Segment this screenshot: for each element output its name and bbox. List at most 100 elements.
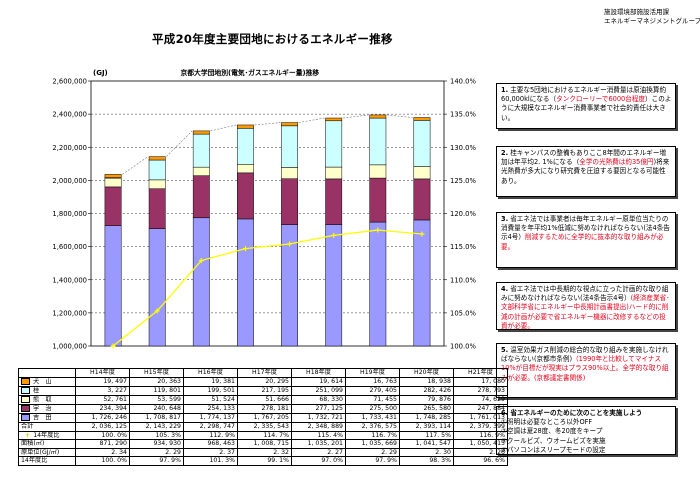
table-row: 吉 田 1, 726, 246 1, 708, 817 1, 774, 137 1, 7… [18, 412, 508, 424]
note-text: ）このように大規模なエネルギー消費事業者で社会的責任は大きい。 [501, 95, 672, 122]
table-row: 合計 2, 036, 125 2, 143, 229 2, 298, 747 2, 33… [18, 422, 508, 432]
table-cell: 99. 1% [237, 456, 292, 467]
row-label: 原単位(GJ/㎡) [18, 447, 76, 458]
y2-tick-label: 115.0% [450, 243, 476, 251]
action-item-lighting: ①照明は必要なところ以外OFF [501, 418, 593, 427]
y-tick-label: 1,000,000 [52, 343, 87, 351]
table-cell: 2. 26 [453, 447, 508, 458]
note-number: 4. [501, 285, 509, 293]
table-cell: 2. 29 [129, 447, 184, 458]
table-row: 面積(㎡) 871, 290 934, 930 968, 463 1, 008, 715… [18, 439, 508, 449]
trend-connector [342, 114, 369, 119]
category-label: H20年度 [399, 368, 454, 378]
table-cell: 277, 125 [291, 403, 346, 414]
table-cell: 275, 500 [345, 403, 400, 414]
table-cell: 114. 7% [237, 430, 292, 441]
bar-segment [148, 228, 166, 347]
table-cell: 217, 195 [237, 385, 292, 396]
category-label: H18年度 [291, 368, 346, 378]
note-number: 2. [501, 149, 509, 157]
y-tick-label: 2,600,000 [52, 78, 87, 86]
table-cell: 254, 133 [183, 403, 238, 414]
table-cell: 79, 876 [399, 394, 454, 405]
table-cell: 117. 5% [399, 430, 454, 441]
data-table: H14年度 H15年度 H16年度 H17年度 H18年度 H19年度 H20年度 H21年度… [18, 368, 508, 467]
bar-segment [281, 167, 298, 179]
series-label: 熊 取 [18, 394, 76, 405]
trend-connector [122, 156, 149, 175]
y2-tick-label: 140.0% [450, 78, 476, 86]
y-tick-label: 1,600,000 [52, 243, 87, 251]
table-cell: 2, 036, 125 [75, 422, 130, 432]
table-cell: 1, 732, 721 [291, 412, 346, 424]
bar-segment [369, 221, 387, 347]
note-text: 省エネ法では中長期的な視点に立った計画的な取り組みに努めなければならない(法4条… [501, 285, 669, 303]
trend-connector [386, 114, 413, 118]
note-highlight: （1990年と比較してマイナス10%が目標だが現実はプラス90%以上。全学的な取… [501, 355, 669, 382]
bar-segment [104, 225, 122, 347]
table-cell: 116. 7% [345, 430, 400, 441]
table-cell: 2. 30 [399, 447, 454, 458]
series-name: 吉 田 [33, 414, 52, 422]
table-cell: 68, 330 [291, 394, 346, 405]
bar-segment [413, 117, 431, 121]
y2-tick-label: 130.0% [450, 144, 476, 152]
bar-segment [148, 179, 166, 189]
note-highlight: タンクローリーで6000台程度 [556, 95, 646, 104]
series-name: 桂 [33, 387, 40, 395]
table-cell: 96. 6% [453, 456, 508, 467]
table-cell: 19, 497 [75, 376, 130, 387]
action-item-aircon: ②空調は夏28度、冬20度をキープ [501, 427, 603, 436]
legend-swatch [21, 386, 30, 394]
y-tick-label: 1,800,000 [52, 210, 87, 218]
action-item-pc-sleep: ④パソコンはスリープモードの設定 [501, 445, 606, 454]
table-cell: 279, 405 [345, 385, 400, 396]
bar-segment [413, 219, 431, 347]
bar-segment [192, 166, 210, 176]
page-title: 平成20年度主要団地におけるエネルギー推移 [152, 32, 393, 46]
table-row: 宇 治 234, 394 240, 648 254, 133 278, 181 277, … [18, 403, 508, 414]
table-row: 熊 取 52, 761 53, 599 51, 524 51, 666 68, 330 71… [18, 394, 508, 405]
bar-segment [192, 133, 210, 168]
table-cell: 1, 050, 415 [453, 439, 508, 449]
category-label: H16年度 [183, 368, 238, 378]
table-cell: 100. 0% [75, 430, 130, 441]
bar-segment [104, 177, 122, 188]
table-cell: 1, 035, 669 [345, 439, 400, 449]
y-axis-unit: (GJ) [93, 69, 108, 77]
series-name: 犬 山 [33, 378, 52, 386]
table-cell: 1, 774, 137 [183, 412, 238, 424]
table-cell: 112. 9% [183, 430, 238, 441]
org-department: 施設環境部施設活用課 [604, 8, 669, 16]
table-cell: 240, 648 [129, 403, 184, 414]
y-tick-label: 2,000,000 [52, 177, 87, 185]
bar-segment [237, 164, 254, 174]
bar-segment [325, 166, 343, 180]
table-cell: 2. 32 [237, 447, 292, 458]
bar-segment [369, 177, 387, 223]
table-cell: 53, 599 [129, 394, 184, 405]
table-cell: 247, 884 [453, 403, 508, 414]
y-tick-label: 1,200,000 [52, 309, 87, 317]
table-cell: 1, 008, 715 [237, 439, 292, 449]
table-row: 桂 3, 227 119, 801 199, 501 217, 195 251, 099 2… [18, 385, 508, 396]
table-cell: 19, 381 [183, 376, 238, 387]
bar-segment [281, 122, 298, 127]
note-text: )将来光熱費が多大になり研究費を圧迫する要因となる可能性あり。 [501, 158, 670, 185]
note-number: 5. [501, 346, 509, 354]
note-panel-3: 3. 省エネ法では事業者は毎年エネルギー原単位当たりの消費量を年平均1%低減に努… [496, 212, 676, 268]
table-cell: 251, 099 [291, 385, 346, 396]
note-text: 温室効果ガス削減の総合的な取り組みを実施しなければならない(京都市条例) [501, 346, 669, 364]
series-name: 熊 取 [33, 396, 52, 404]
y2-tick-label: 110.0% [450, 276, 476, 284]
note-panel-6: 6. 省エネルギーのために次のことを実施しよう ①照明は必要なところ以外OFF … [496, 406, 676, 455]
bar-segment [148, 159, 166, 181]
table-cell: 16, 763 [345, 376, 400, 387]
bar-segment [148, 188, 166, 229]
bar-segment [192, 130, 210, 135]
table-cell: 3, 227 [75, 385, 130, 396]
y2-tick-label: 135.0% [450, 111, 476, 119]
bar-segment [413, 178, 431, 221]
table-cell: 278, 793 [453, 385, 508, 396]
